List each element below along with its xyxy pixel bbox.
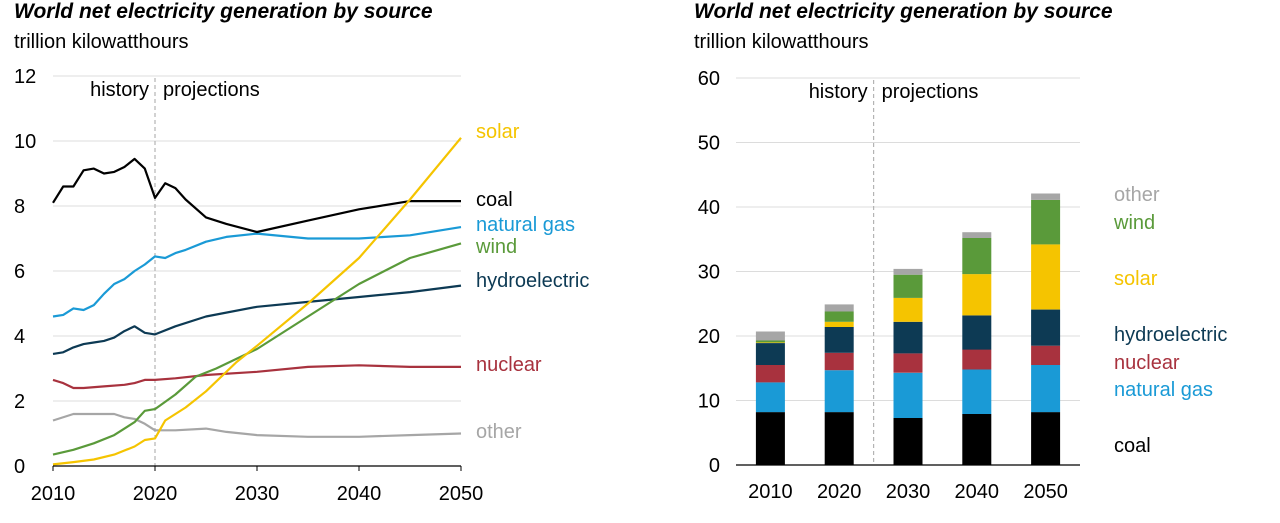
y-tick-label: 10 xyxy=(698,391,720,413)
bar-segment-wind xyxy=(962,238,992,275)
bar-segment-solar xyxy=(824,321,854,327)
bar-segment-coal xyxy=(893,417,923,465)
bar-segment-coal xyxy=(824,412,854,465)
series-line-coal xyxy=(52,157,461,234)
x-tick-label: 2020 xyxy=(133,483,178,505)
series-line-other xyxy=(52,412,462,438)
legend-label-nuclear: nuclear xyxy=(476,354,542,376)
bar-segment-nuclear xyxy=(893,353,923,373)
x-tick-label: 2030 xyxy=(235,483,280,505)
y-tick-label: 2 xyxy=(14,391,25,413)
history-label: history xyxy=(809,81,868,103)
y-tick-label: 0 xyxy=(709,455,720,477)
legend-label-wind: wind xyxy=(475,236,517,258)
bar-segment-solar xyxy=(1031,244,1061,310)
projections-label: projections xyxy=(882,81,979,103)
bar-segment-solar xyxy=(962,274,992,316)
y-tick-label: 4 xyxy=(14,326,25,348)
bar-segment-nuclear xyxy=(1031,345,1061,365)
chart-subtitle: trillion kilowatthours xyxy=(14,31,189,53)
x-tick-label: 2040 xyxy=(955,481,1000,503)
left-panel: World net electricity generation by sour… xyxy=(14,0,589,505)
legend-label-solar: solar xyxy=(1114,268,1158,290)
series-line-solar xyxy=(52,137,462,466)
bar-segment-other xyxy=(893,268,923,275)
bar-segment-other xyxy=(1031,193,1061,200)
y-tick-label: 20 xyxy=(698,326,720,348)
bar-segment-wind xyxy=(824,311,854,322)
bar-segment-hydroelectric xyxy=(824,327,854,353)
bar-segment-hydroelectric xyxy=(755,343,785,365)
bar-segment-coal xyxy=(755,412,785,465)
y-tick-label: 12 xyxy=(14,66,36,88)
chart-title: World net electricity generation by sour… xyxy=(694,0,1113,23)
legend-label-nuclear: nuclear xyxy=(1114,352,1180,374)
x-tick-label: 2030 xyxy=(886,481,931,503)
right-panel: World net electricity generation by sour… xyxy=(680,0,1280,523)
series-line-nuclear xyxy=(52,364,461,390)
legend-label-other: other xyxy=(476,421,522,443)
x-tick-label: 2020 xyxy=(817,481,862,503)
line-chart: 0 2 4 6 8 10 12 2010 2020 2030 2040 2050 history proj… xyxy=(14,66,589,505)
x-tick-label: 2040 xyxy=(337,483,382,505)
x-tick-label: 2010 xyxy=(748,481,793,503)
bar-segment-wind xyxy=(1031,199,1061,245)
legend-label-other: other xyxy=(1114,184,1160,206)
bar-segment-natural-gas xyxy=(962,369,992,414)
series-line-natural-gas xyxy=(52,226,462,318)
bar-segment-solar xyxy=(893,297,923,322)
bar-segment-nuclear xyxy=(755,365,785,383)
bar-segment-nuclear xyxy=(824,352,854,371)
bar-segment-wind xyxy=(755,340,785,343)
bar-segment-hydroelectric xyxy=(962,315,992,350)
legend-label-hydroelectric: hydroelectric xyxy=(1114,324,1227,346)
bar-segment-nuclear xyxy=(962,349,992,370)
bar-segment-natural-gas xyxy=(893,372,923,418)
series-line-wind xyxy=(52,242,462,456)
y-tick-label: 60 xyxy=(698,68,720,90)
chart-title: World net electricity generation by sour… xyxy=(14,0,433,23)
projections-label: projections xyxy=(163,79,260,101)
legend-label-coal: coal xyxy=(1114,435,1151,457)
bar-segment-wind xyxy=(893,274,923,298)
bar-segment-natural-gas xyxy=(824,370,854,413)
x-tick-label: 2010 xyxy=(31,483,76,505)
bar-segment-coal xyxy=(962,414,992,465)
y-tick-label: 0 xyxy=(14,456,25,478)
bar-segment-natural-gas xyxy=(1031,365,1061,413)
series-line-hydroelectric xyxy=(52,284,462,355)
chart-subtitle: trillion kilowatthours xyxy=(694,31,869,53)
x-tick-label: 2050 xyxy=(1023,481,1068,503)
y-tick-label: 8 xyxy=(14,196,25,218)
legend-label-natural-gas: natural gas xyxy=(476,214,575,236)
legend-label-solar: solar xyxy=(476,121,520,143)
y-tick-label: 50 xyxy=(698,133,720,155)
bar-segment-other xyxy=(962,232,992,238)
y-tick-label: 40 xyxy=(698,197,720,219)
bar-segment-coal xyxy=(1031,412,1061,465)
legend-label-hydroelectric: hydroelectric xyxy=(476,270,589,292)
y-tick-label: 6 xyxy=(14,261,25,283)
history-label: history xyxy=(90,79,149,101)
legend-label-coal: coal xyxy=(476,189,513,211)
bar-segment-solar xyxy=(755,342,785,343)
legend-label-wind: wind xyxy=(1113,212,1155,234)
bar-segment-other xyxy=(824,304,854,312)
legend-label-natural-gas: natural gas xyxy=(1114,379,1213,401)
bar-segment-hydroelectric xyxy=(1031,309,1061,346)
x-tick-label: 2050 xyxy=(439,483,484,505)
bar-segment-hydroelectric xyxy=(893,321,923,354)
y-tick-label: 30 xyxy=(698,262,720,284)
bar-segment-natural-gas xyxy=(755,382,785,413)
y-tick-label: 10 xyxy=(14,131,36,153)
bar-segment-other xyxy=(755,331,785,341)
